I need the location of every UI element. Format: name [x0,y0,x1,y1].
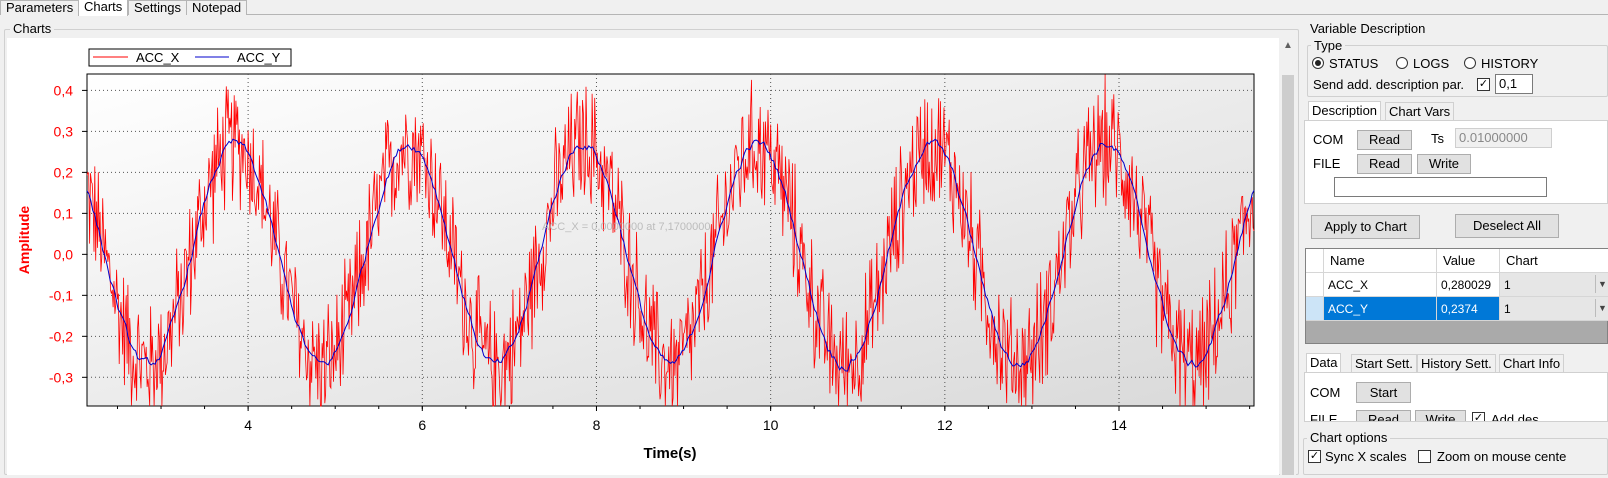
table-row-value: 0,2374 [1437,297,1500,321]
y-tick-label: 0,1 [54,205,74,221]
x-tick-label: 10 [763,417,779,433]
file-path-input[interactable] [1334,177,1547,197]
tab-notepad[interactable]: Notepad [186,0,248,15]
column-header-chart[interactable]: Chart [1500,249,1608,273]
scroll-up-arrow-icon[interactable]: ▲ [1283,40,1293,51]
sync-x-scales-label: Sync X scales [1325,449,1407,464]
com-read-button[interactable]: Read [1357,130,1412,150]
send-add-description-checkbox[interactable]: ✓ [1477,78,1490,91]
row-header[interactable] [1306,297,1324,321]
y-tick-label: 0,0 [54,246,74,262]
send-add-description-label: Send add. description par. [1313,77,1465,92]
x-tick-label: 8 [593,417,601,433]
data-com-label: COM [1310,385,1341,400]
series-line-acc-y [86,138,1255,372]
subtab-history-sett[interactable]: History Sett. [1417,354,1496,373]
ts-input[interactable]: 0.01000000 [1455,128,1552,148]
cursor-readout: ACC_X = 0,0000000 at 7,1700000 [542,221,711,233]
zoom-mouse-center-checkbox[interactable] [1418,450,1431,463]
radio-status[interactable] [1312,57,1324,69]
file-write-button[interactable]: Write [1417,154,1471,174]
table-row-chart-select[interactable]: 1 ▼ [1500,297,1608,321]
tab-settings[interactable]: Settings [128,0,187,15]
variables-table: Name Value Chart ACC_X 0,280029 1 ▼ ACC_… [1305,248,1608,344]
y-tick-label: -0,2 [49,328,73,344]
chevron-down-icon[interactable]: ▼ [1595,299,1608,317]
chart-options-label: Chart options [1307,430,1391,445]
add-des-checkbox[interactable]: ✓ [1472,412,1485,421]
x-tick-label: 12 [937,417,953,433]
subtab-start-sett[interactable]: Start Sett. [1351,354,1417,373]
sync-x-scales-checkbox[interactable]: ✓ [1308,450,1321,463]
x-tick-label: 14 [1111,417,1127,433]
table-row-chart-select[interactable]: 1 ▼ [1500,273,1608,297]
send-add-description-input[interactable]: 0,1 [1495,74,1533,94]
com-label: COM [1313,132,1344,147]
main-tab-strip: Parameters Charts Settings Notepad [0,0,1608,16]
y-tick-label: -0,1 [49,287,73,303]
subtab-data[interactable]: Data [1306,353,1342,372]
x-tick-label: 4 [244,417,252,433]
x-tick-label: 6 [418,417,426,433]
chart-select-value: 1 [1504,278,1511,292]
type-group-label: Type [1311,38,1346,53]
scrollbar-thumb[interactable] [1282,75,1294,475]
column-header-name[interactable]: Name [1324,249,1437,273]
radio-history-label: HISTORY [1481,56,1539,71]
subtab-chart-vars[interactable]: Chart Vars [1385,102,1455,121]
chart-select-value: 1 [1504,302,1511,316]
radio-history[interactable] [1464,57,1476,69]
radio-status-label: STATUS [1329,56,1379,71]
chart-svg[interactable]: 4 6 8 10 12 14 0,4 0,3 0,2 0,1 0,0 -0,1 -0,2 -0,3 ACC… [7,38,1279,475]
y-axis-label: Amplitude [16,206,32,275]
radio-logs-label: LOGS [1413,56,1450,71]
data-file-label: FILE [1310,412,1338,422]
tab-parameters[interactable]: Parameters [0,0,80,15]
row-header[interactable] [1306,273,1324,297]
file-label: FILE [1313,156,1341,171]
deselect-all-button[interactable]: Deselect All [1455,214,1559,238]
data-file-read-button[interactable]: Read [1356,410,1411,421]
column-header-value[interactable]: Value [1437,249,1500,273]
variable-description-title: Variable Description [1310,21,1426,36]
start-button[interactable]: Start [1356,382,1411,403]
ts-label: Ts [1431,131,1444,146]
file-read-button[interactable]: Read [1357,154,1412,174]
subtab-description[interactable]: Description [1308,101,1382,120]
x-axis-label: Time(s) [643,445,696,462]
tab-charts[interactable]: Charts [78,0,129,16]
table-row-name[interactable]: ACC_X [1324,273,1437,297]
y-tick-label: -0,3 [49,369,73,385]
data-file-write-button[interactable]: Write [1415,410,1466,421]
chart-legend: ACC_X ACC_Y [88,48,292,67]
table-row-value: 0,280029 [1437,273,1500,297]
zoom-mouse-center-label: Zoom on mouse cente [1437,449,1567,464]
y-tick-label: 0,4 [54,82,74,98]
data-panel: COM Start FILE Read Write ✓ Add des [1304,372,1608,422]
apply-to-chart-button[interactable]: Apply to Chart [1311,215,1420,239]
chart-vertical-scrollbar[interactable]: ▲ [1280,38,1296,475]
y-tick-label: 0,2 [54,164,74,180]
charts-group-label: Charts [10,21,55,36]
table-row-name[interactable]: ACC_Y [1324,297,1437,321]
y-tick-label: 0,3 [54,123,74,139]
subtab-chart-info[interactable]: Chart Info [1499,354,1565,373]
radio-logs[interactable] [1396,57,1408,69]
legend-label-acc-y: ACC_Y [237,50,281,65]
legend-label-acc-x: ACC_X [136,50,180,65]
table-corner [1306,249,1324,273]
add-des-label: Add des [1491,412,1539,422]
chart-area[interactable]: 4 6 8 10 12 14 0,4 0,3 0,2 0,1 0,0 -0,1 -0,2 -0,3 ACC… [7,38,1279,475]
chevron-down-icon[interactable]: ▼ [1595,275,1608,293]
